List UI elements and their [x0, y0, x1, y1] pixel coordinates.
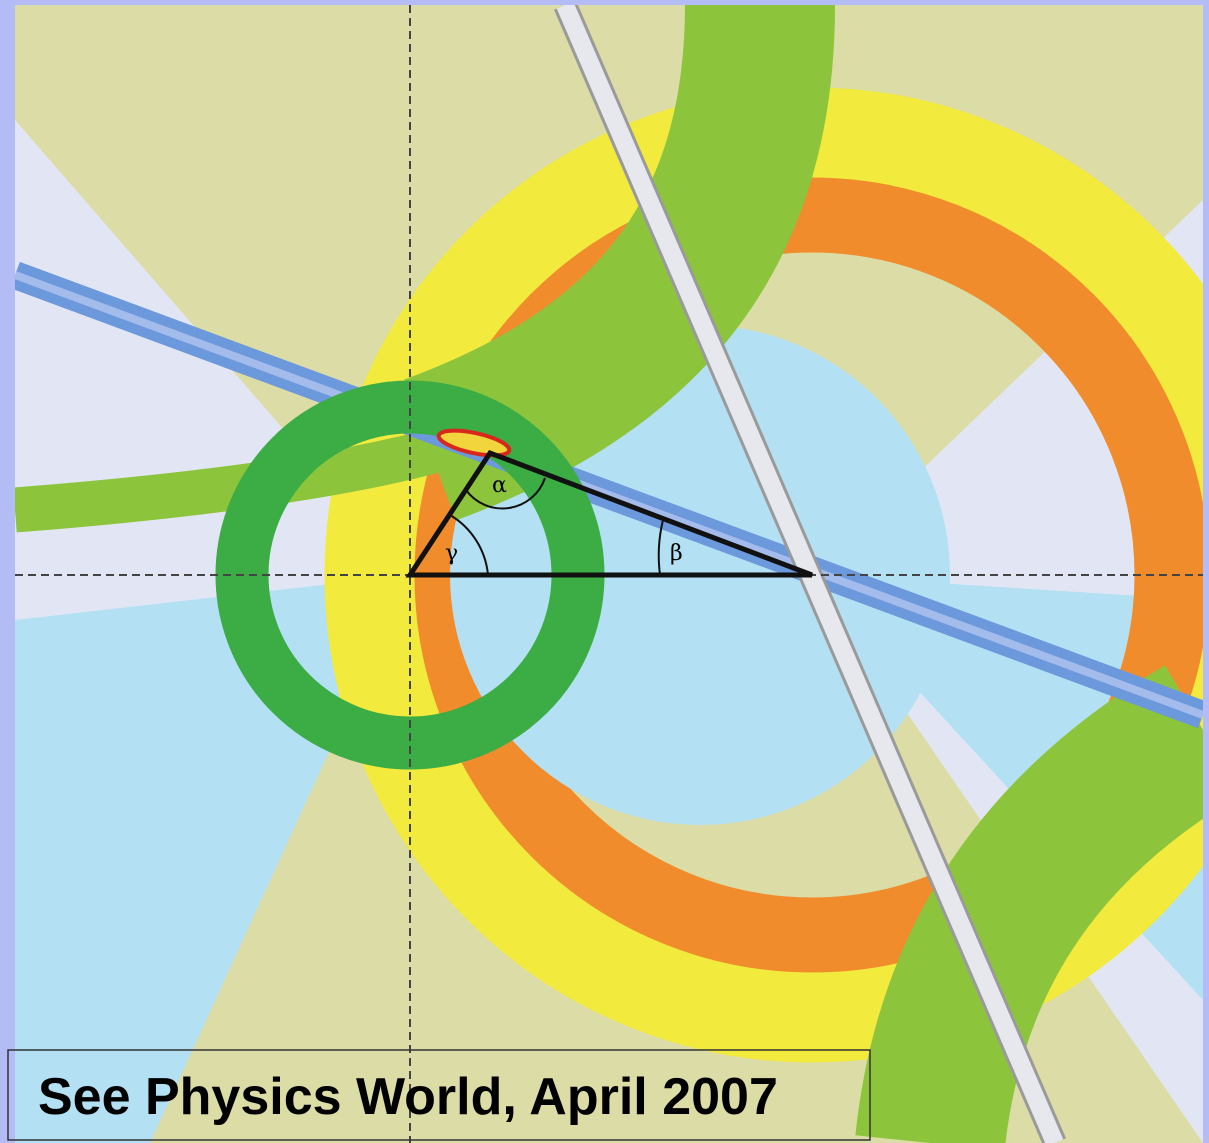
alpha-label: α — [492, 473, 507, 498]
ckm-figure: α γ β See Physics World, April 2007 — [0, 0, 1209, 1143]
beta-label: β — [670, 541, 683, 566]
page: α γ β See Physics World, April 2007 (() … — [0, 0, 1209, 1143]
plot-area: α γ β — [15, 5, 1209, 1143]
gamma-label: γ — [445, 541, 458, 566]
caption: See Physics World, April 2007 — [38, 1068, 778, 1126]
